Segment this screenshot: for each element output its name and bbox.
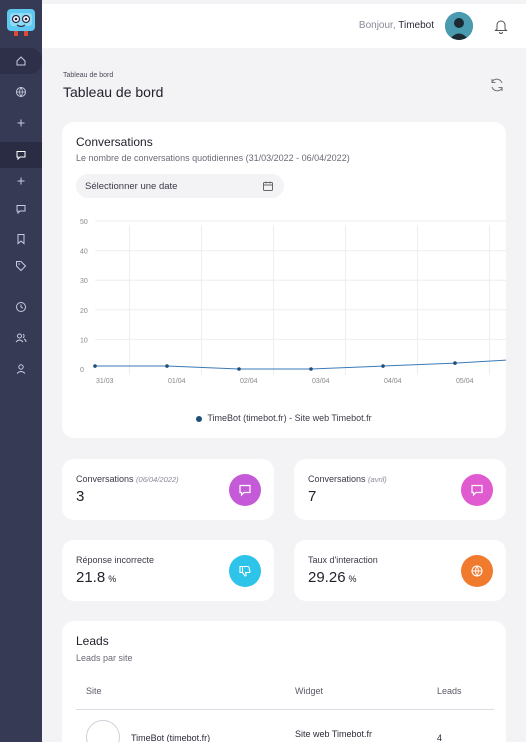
- refresh-icon[interactable]: [489, 77, 505, 93]
- stat-icon-badge: [461, 555, 493, 587]
- breadcrumb[interactable]: Tableau de bord: [63, 72, 114, 79]
- y-tick-label: 0: [80, 367, 84, 374]
- home-icon: [16, 56, 26, 66]
- sidebar-item-team[interactable]: [0, 325, 42, 351]
- stat-label: Taux d'interaction: [308, 555, 378, 565]
- globe-icon: [471, 565, 483, 577]
- calendar-icon: [263, 181, 273, 191]
- conversations-card: Conversations Le nombre de conversations…: [62, 122, 506, 438]
- x-tick-label: 05/04: [456, 378, 474, 385]
- data-point: [93, 364, 97, 368]
- plus-icon: [17, 177, 25, 185]
- stat-card-interaction-rate: Taux d'interaction 29.26%: [294, 540, 506, 601]
- chat-icon: [16, 205, 26, 215]
- sidebar-item-add-site[interactable]: [0, 110, 42, 136]
- user-icon: [16, 364, 26, 374]
- stat-label: Réponse incorrecte: [76, 555, 155, 565]
- x-tick-label: 03/04: [312, 378, 330, 385]
- sidebar-item-history[interactable]: [0, 294, 42, 320]
- stat-value: 29.26%: [308, 569, 357, 586]
- sidebar-item-sites[interactable]: [0, 79, 42, 105]
- clock-icon: [16, 302, 26, 312]
- thumbs-down-icon: [239, 565, 251, 577]
- column-header-site[interactable]: Site: [86, 686, 102, 696]
- user-name: Timebot: [398, 20, 434, 31]
- stat-card-incorrect-response: Réponse incorrecte 21.8%: [62, 540, 274, 601]
- avatar[interactable]: [445, 12, 473, 40]
- sidebar-item-messages[interactable]: [0, 196, 42, 222]
- column-header-widget[interactable]: Widget: [295, 686, 324, 696]
- chat-icon: [16, 151, 26, 161]
- y-tick-label: 10: [80, 337, 88, 344]
- stat-value: 21.8%: [76, 569, 117, 586]
- avatar-image: [445, 12, 473, 40]
- y-tick-label: 30: [80, 278, 88, 285]
- stat-note: (avril): [368, 475, 387, 484]
- stat-icon-badge: [229, 555, 261, 587]
- chat-icon: [471, 484, 483, 497]
- stat-card-conversations-today: Conversations (06/04/2022) 3: [62, 459, 274, 520]
- row-leads: 4: [437, 733, 443, 742]
- bell-icon[interactable]: [494, 18, 508, 34]
- globe-icon: [16, 87, 26, 98]
- header-divider: [76, 709, 494, 710]
- series-line: [95, 359, 506, 370]
- sidebar-item-home[interactable]: [0, 48, 42, 74]
- conversations-title: Conversations: [76, 135, 153, 149]
- users-icon: [15, 333, 27, 343]
- data-point: [237, 367, 241, 371]
- leads-title: Leads: [76, 634, 109, 648]
- row-widget: Site web Timebot.fr: [295, 729, 373, 739]
- stat-icon-badge: [229, 474, 261, 506]
- stat-value: 3: [76, 488, 85, 505]
- conversations-line-chart: 0 10 20 30 40 50 31/03 01/04 02/04 03/04 04/04 05/0…: [80, 219, 506, 385]
- legend-marker: [196, 415, 203, 422]
- plus-icon: [17, 119, 25, 127]
- sidebar: [0, 0, 42, 742]
- stat-value: 7: [308, 488, 317, 505]
- timebot-logo[interactable]: [4, 6, 38, 38]
- page-title: Tableau de bord: [63, 84, 164, 100]
- greeting: Bonjour, Timebot: [358, 20, 434, 31]
- stat-label: Conversations (avril): [308, 474, 387, 484]
- x-tick-label: 04/04: [384, 378, 402, 385]
- leads-card: Leads Leads par site Site Widget Leads T…: [62, 621, 506, 742]
- tag-icon: [16, 261, 27, 272]
- stat-label: Conversations (06/04/2022): [76, 474, 179, 484]
- column-header-leads[interactable]: Leads: [437, 686, 462, 696]
- data-point: [165, 364, 169, 368]
- site-avatar: [86, 720, 120, 742]
- bookmark-icon: [17, 234, 25, 245]
- date-picker[interactable]: Sélectionner une date: [76, 174, 284, 198]
- sidebar-item-profile[interactable]: [0, 356, 42, 382]
- y-tick-label: 50: [80, 219, 88, 226]
- top-bar: Bonjour, Timebot: [42, 4, 526, 48]
- y-tick-label: 40: [80, 249, 88, 256]
- stat-note: (06/04/2022): [136, 475, 179, 484]
- leads-subtitle: Leads par site: [76, 653, 133, 663]
- data-point: [381, 364, 385, 368]
- stat-icon-badge: [461, 474, 493, 506]
- x-tick-label: 02/04: [240, 378, 258, 385]
- sidebar-item-bookmarks[interactable]: [0, 226, 42, 252]
- chart-legend[interactable]: TimeBot (timebot.fr) - Site web Timebot.…: [62, 413, 506, 423]
- data-point: [309, 367, 313, 371]
- sidebar-item-add[interactable]: [0, 168, 42, 194]
- conversations-subtitle: Le nombre de conversations quotidiennes …: [76, 153, 350, 163]
- sidebar-item-conversations[interactable]: [0, 142, 42, 168]
- legend-label: TimeBot (timebot.fr) - Site web Timebot.…: [207, 413, 372, 423]
- sidebar-item-tags[interactable]: [0, 253, 42, 279]
- row-site: TimeBot (timebot.fr): [131, 733, 211, 742]
- date-picker-placeholder: Sélectionner une date: [85, 181, 178, 192]
- data-point: [453, 361, 457, 365]
- y-tick-label: 20: [80, 308, 88, 315]
- chat-icon: [239, 484, 251, 497]
- x-tick-label: 31/03: [96, 378, 114, 385]
- x-tick-label: 01/04: [168, 378, 186, 385]
- stat-card-conversations-month: Conversations (avril) 7: [294, 459, 506, 520]
